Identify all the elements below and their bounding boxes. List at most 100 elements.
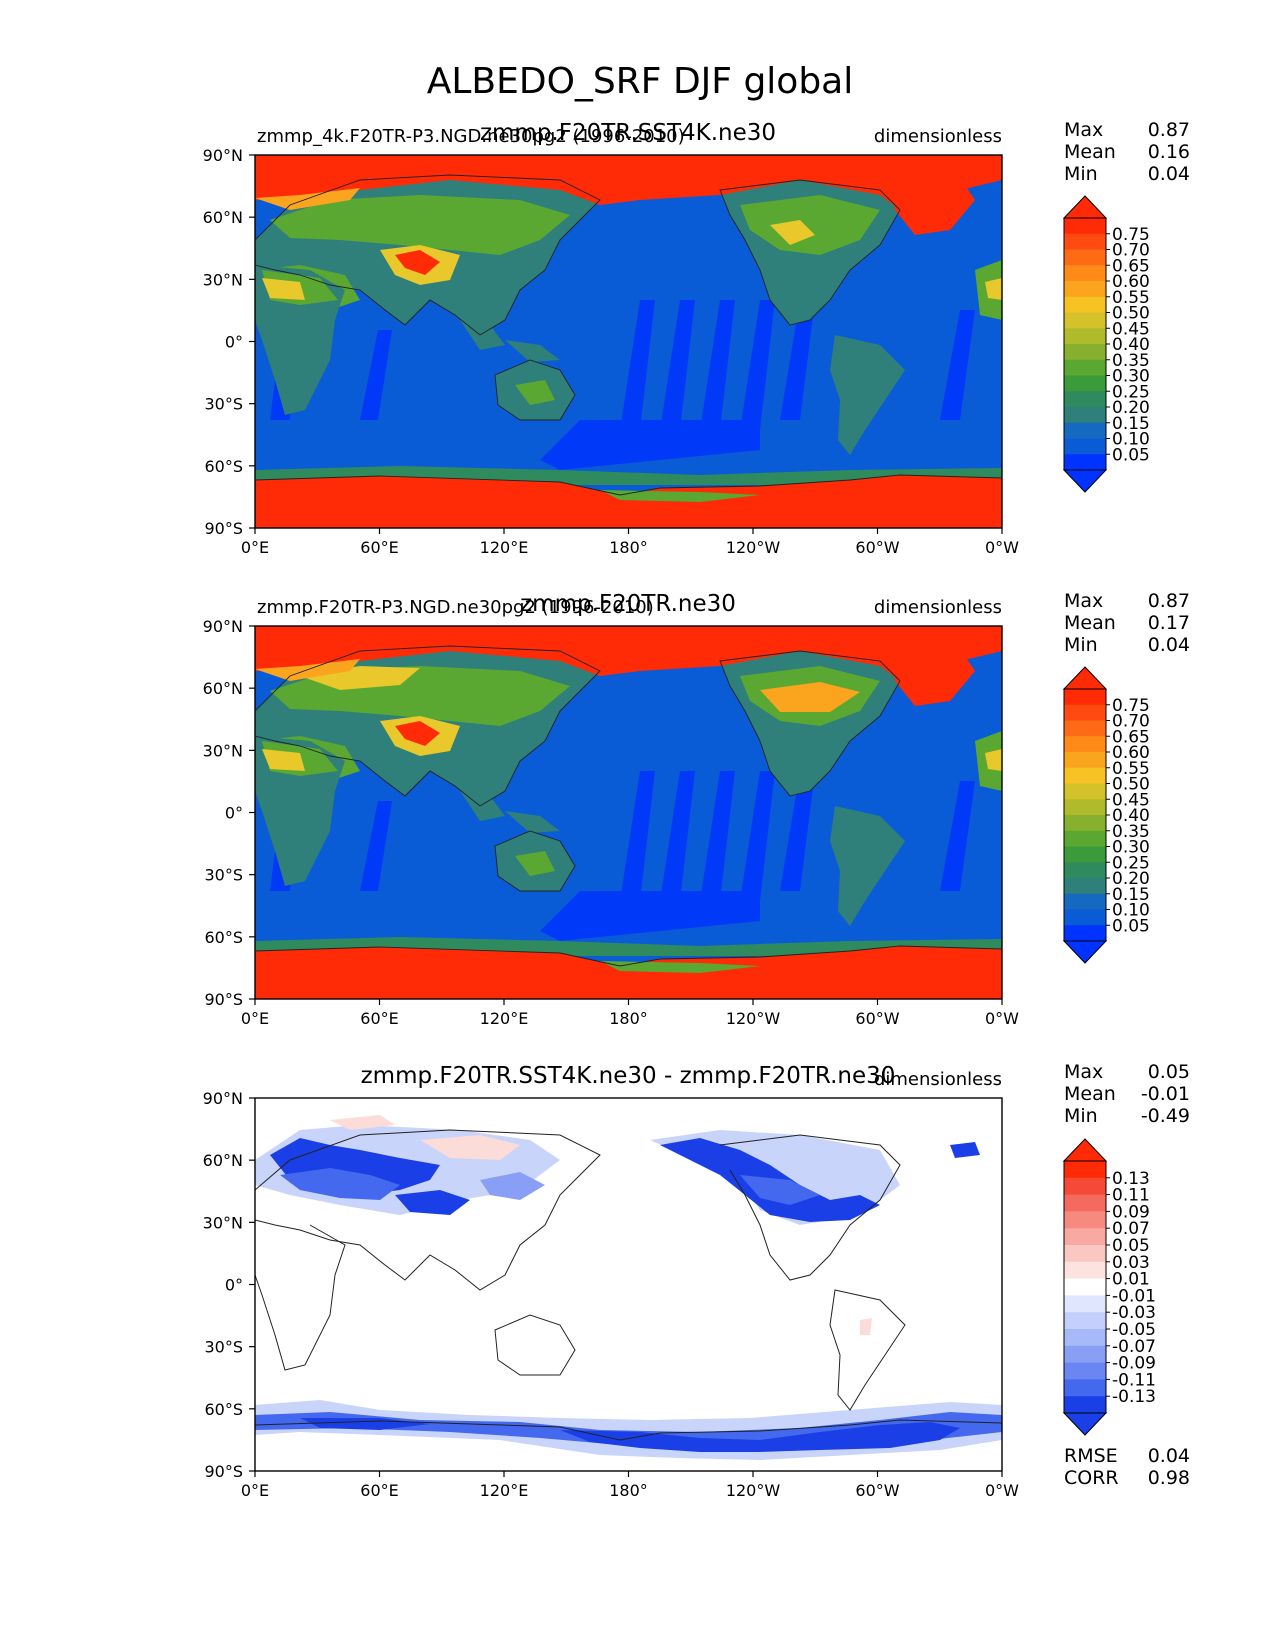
colorbar-label: 0.05 — [1112, 445, 1150, 465]
colorbar-segment — [1064, 1228, 1106, 1246]
stat-label: Max — [1064, 119, 1103, 141]
colorbar-extend-min — [1062, 1412, 1108, 1436]
lat-tick-label: 30°S — [204, 1338, 243, 1357]
colorbar-extend-max — [1062, 1138, 1108, 1162]
colorbar-label: 0.13 — [1112, 1169, 1150, 1189]
stat-label: Min — [1064, 634, 1098, 656]
lon-tick-label: 120°W — [726, 1481, 781, 1500]
colorbar-frame — [1063, 1160, 1107, 1414]
colorbar-segment — [1064, 312, 1106, 329]
colorbar-segment — [1064, 799, 1106, 816]
landmass-south-america — [830, 335, 905, 455]
lat-tick-label: 90°N — [203, 1089, 243, 1108]
colorbar-segment — [1064, 1396, 1106, 1414]
colorbar-label: 0.25 — [1112, 382, 1150, 402]
colorbar-segment — [1064, 281, 1106, 298]
stat-label: CORR — [1064, 1467, 1119, 1489]
colorbar-label: 0.03 — [1112, 1253, 1150, 1273]
colorbar-segment — [1064, 1295, 1106, 1313]
colorbar-segment — [1064, 1362, 1106, 1380]
lat-tick-label: 30°S — [204, 395, 243, 414]
colorbar-segment — [1064, 1211, 1106, 1229]
colorbar-segment — [1064, 830, 1106, 847]
lat-tick-label: 90°S — [204, 990, 243, 1009]
sea-ice-antarctic — [255, 946, 1002, 999]
colorbar-segment — [1064, 1345, 1106, 1364]
lat-tick-label: 60°N — [203, 679, 243, 698]
colorbar-segment — [1064, 1194, 1106, 1212]
colorbar-extend-max — [1062, 195, 1108, 219]
lat-tick-label: 60°S — [204, 457, 243, 476]
colorbar-segment — [1064, 249, 1106, 266]
lon-tick-label: 60°E — [360, 1481, 398, 1500]
stat-value: 0.17 — [1148, 612, 1190, 634]
colorbar-segment — [1064, 878, 1106, 895]
colorbar-label: 0.45 — [1112, 790, 1150, 810]
panel-units: dimensionless — [874, 126, 1002, 147]
colorbar-segment — [1064, 909, 1106, 926]
panel-test: zmmp_4k.F20TR-P3.NGD.ne30pg2 (1996-2010)… — [254, 120, 1003, 529]
lon-tick-label: 0°E — [241, 1481, 269, 1500]
colorbar-label: 0.30 — [1112, 838, 1150, 858]
stat-value: 0.04 — [1148, 163, 1190, 185]
colorbar-label: 0.20 — [1112, 869, 1150, 889]
colorbar-label: 0.35 — [1112, 822, 1150, 842]
sea-ice-antarctic — [255, 475, 1002, 528]
colorbar-segment — [1064, 454, 1106, 471]
colorbar-segment — [1064, 1278, 1106, 1296]
colorbar-segment — [1064, 1329, 1106, 1347]
colorbar-label: 0.65 — [1112, 727, 1150, 747]
stat-label: Mean — [1064, 1083, 1116, 1105]
lon-tick-label: 120°E — [480, 538, 529, 557]
colorbar-segment — [1064, 893, 1106, 910]
lon-tick-label: 60°W — [855, 1481, 899, 1500]
lat-tick-label: 60°N — [203, 208, 243, 227]
colorbar-label: 0.65 — [1112, 256, 1150, 276]
colorbar-label: 0.75 — [1112, 225, 1150, 245]
panel-left-title: zmmp_4k.F20TR-P3.NGD.ne30pg2 (1996-2010) — [257, 126, 685, 147]
stat-label: Mean — [1064, 612, 1116, 634]
landmass-africa — [255, 265, 345, 415]
map-field — [255, 1098, 1002, 1471]
lon-tick-label: 0°W — [985, 1481, 1019, 1500]
lon-tick-label: 60°E — [360, 1009, 398, 1028]
stat-value: 0.04 — [1148, 1445, 1190, 1467]
colorbar-segment — [1064, 704, 1106, 721]
dynamic-annotations: 90°N60°N30°N0°30°S60°S90°S0°E 60°E 120°E 18… — [203, 119, 1190, 1500]
colorbar-segment — [1064, 344, 1106, 361]
sea-ice-arctic — [255, 626, 1002, 681]
lon-tick-label: 0°E — [241, 538, 269, 557]
lat-tick-label: 90°N — [203, 617, 243, 636]
colorbar-segment — [1064, 783, 1106, 800]
colorbar-label: 0.35 — [1112, 351, 1150, 371]
colorbar-label: 0.10 — [1112, 430, 1150, 450]
stat-value: -0.01 — [1141, 1083, 1190, 1105]
colorbar-label: 0.11 — [1112, 1186, 1150, 1206]
stat-label: RMSE — [1064, 1445, 1118, 1467]
colorbar-label: 0.50 — [1112, 775, 1150, 795]
stat-value: 0.16 — [1148, 141, 1190, 163]
colorbar-segment — [1064, 1245, 1106, 1263]
lat-tick-label: 90°S — [204, 1462, 243, 1481]
colorbar-segment — [1064, 1312, 1106, 1330]
colorbar-label: 0.05 — [1112, 916, 1150, 936]
lat-tick-label: 0° — [225, 1276, 243, 1295]
sea-ice-arctic — [255, 155, 1002, 210]
colorbar-label: 0.55 — [1112, 759, 1150, 779]
colorbar-label: 0.45 — [1112, 319, 1150, 339]
colorbar-segment — [1064, 767, 1106, 784]
lon-tick-label: 0°W — [985, 538, 1019, 557]
panel-center-title: zmmp.F20TR.SST4K.ne30 - zmmp.F20TR.ne30 — [361, 1063, 896, 1089]
colorbar-segment — [1064, 1261, 1106, 1280]
lat-tick-label: 0° — [225, 804, 243, 823]
colorbar-label: 0.05 — [1112, 1236, 1150, 1256]
colorbar-label: 0.15 — [1112, 414, 1150, 434]
colorbar-label: 0.01 — [1112, 1270, 1150, 1290]
colorbar-label: 0.25 — [1112, 853, 1150, 873]
colorbar-segment — [1064, 296, 1106, 313]
colorbar-segment — [1064, 375, 1106, 392]
colorbar-segment — [1064, 328, 1106, 345]
lon-tick-label: 120°W — [726, 1009, 781, 1028]
colorbar-label: -0.09 — [1112, 1354, 1156, 1374]
